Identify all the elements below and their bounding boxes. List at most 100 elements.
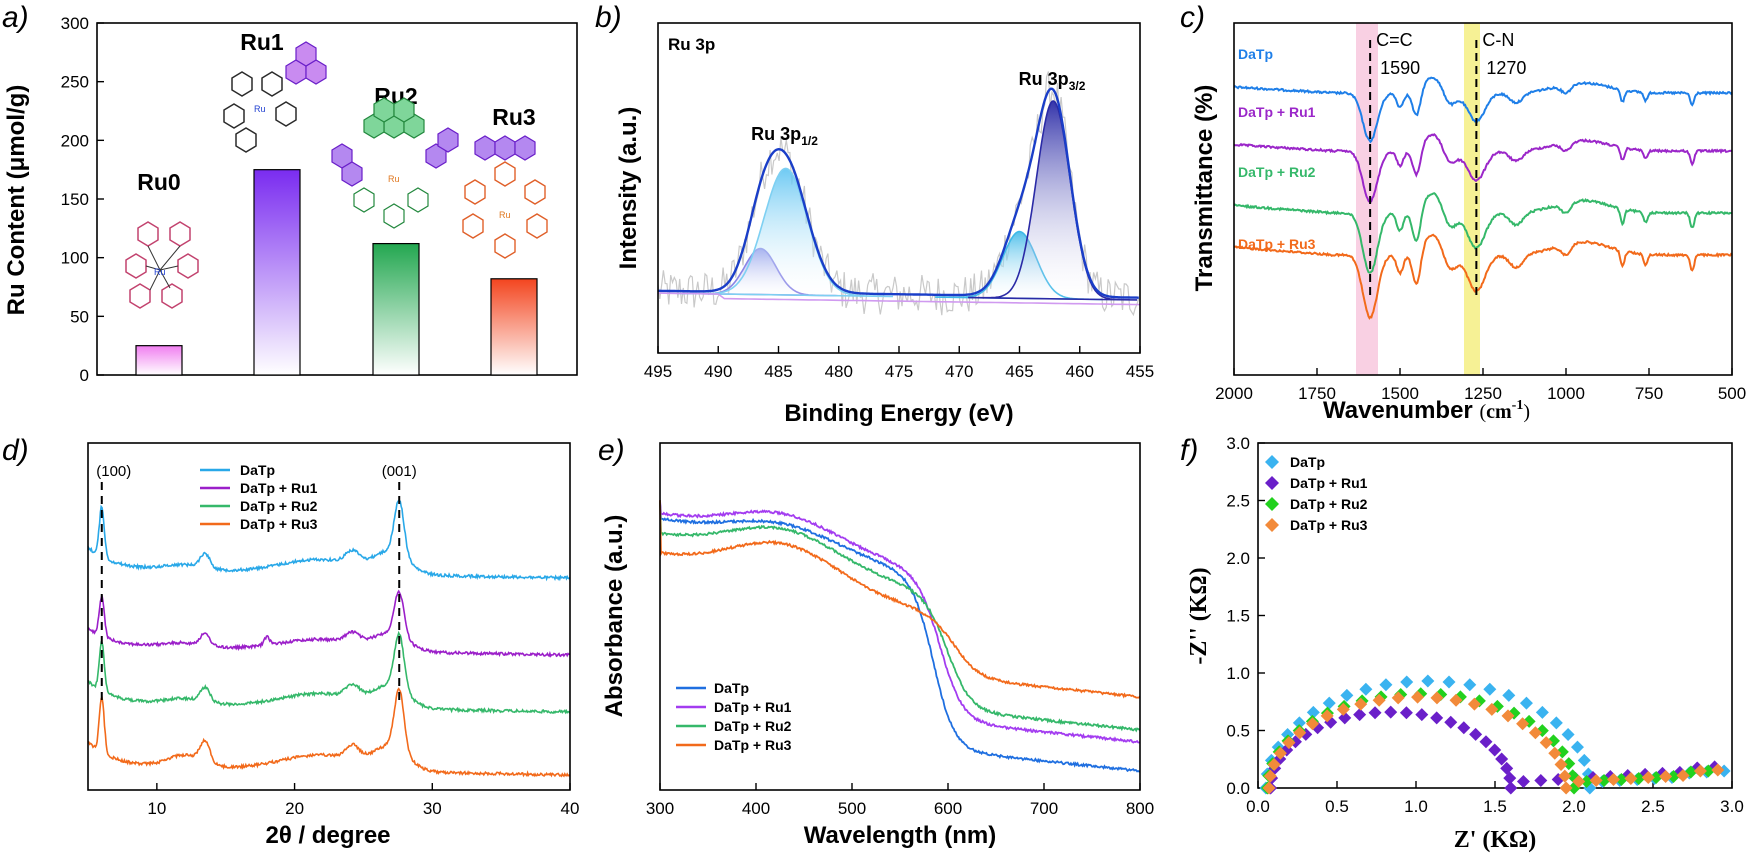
xrd-annotation-label-1: (100) [96, 463, 131, 480]
fit-component-4 [968, 100, 1138, 301]
panel-a-ytick-label: 100 [61, 249, 89, 268]
eis-tail-point-2 [1534, 774, 1548, 788]
panel-e-xtick-label: 400 [742, 799, 770, 818]
panel-letter-d: d) [2, 434, 29, 467]
panel-f-ytick-label: 2.5 [1226, 492, 1250, 511]
eis-point-1 [1306, 705, 1320, 719]
panel-f-xtick-label: 3.0 [1720, 797, 1744, 816]
eis-point-4 [1336, 702, 1350, 716]
bar-ru0 [135, 345, 183, 376]
eis-point-2 [1479, 735, 1493, 749]
eis-legend-label-4: DaTp + Ru3 [1290, 517, 1368, 533]
eis-point-4 [1354, 697, 1368, 711]
panel-b-y-title: Intensity (a.u.) [615, 107, 642, 270]
eis-point-4 [1306, 717, 1320, 731]
eis-point-4 [1293, 726, 1307, 740]
eis-point-1 [1570, 740, 1584, 754]
panel-letter-b: b) [595, 1, 622, 34]
panel-e-xtick-label: 700 [1030, 799, 1058, 818]
eis-point-4 [1559, 781, 1573, 795]
bar-ru3 [490, 278, 538, 376]
eis-point-4 [1501, 709, 1515, 723]
panel-c-xtick-label: 1000 [1547, 384, 1585, 403]
eis-point-1 [1502, 688, 1516, 702]
eis-point-1 [1379, 678, 1393, 692]
eis-tail-point-3 [1580, 775, 1594, 789]
eis-point-1 [1561, 728, 1575, 742]
eis-point-4 [1548, 746, 1562, 760]
panel-b-label: Ru 3p [668, 35, 715, 54]
eis-point-2 [1399, 706, 1413, 720]
panel-b-x-title: Binding Energy (eV) [784, 400, 1013, 427]
eis-point-2 [1338, 711, 1352, 725]
background-line [657, 292, 1141, 306]
panel-b-xps-chart: 495 490 485 480 475 470 465 460 455 Ru 3p Ru 3p1… [615, 22, 1154, 427]
uvvis-line-2 [659, 500, 1141, 744]
panel-c-xtick-label: 1250 [1464, 384, 1502, 403]
eis-point-1 [1463, 678, 1477, 692]
eis-point-1 [1421, 674, 1435, 688]
panel-c-xtick-label: 1500 [1381, 384, 1419, 403]
panel-c-ftir-chart: 2000 1750 1500 1250 1000 750 500 C=C 1590 C-N 127… [1191, 22, 1746, 424]
panel-f-ytick-label: 0.0 [1226, 779, 1250, 798]
panel-e-y-title: Absorbance (a.u.) [601, 515, 628, 718]
eis-point-1 [1322, 696, 1336, 710]
eis-point-2 [1488, 743, 1502, 757]
eis-tail-point-3 [1701, 764, 1715, 778]
eis-point-2 [1500, 761, 1514, 775]
panel-c-y-title: Transmittance (%) [1191, 85, 1218, 292]
panel-b-xtick-label: 490 [704, 362, 732, 381]
eis-point-2 [1457, 721, 1471, 735]
eis-point-4 [1263, 769, 1277, 783]
eis-point-1 [1577, 753, 1591, 767]
eis-point-4 [1554, 757, 1568, 771]
panel-e-x-title: Wavelength (nm) [804, 822, 996, 849]
uvvis-legend-label-2: DaTp + Ru1 [714, 699, 792, 715]
eis-point-1 [1359, 682, 1373, 696]
eis-legend-swatch-2 [1265, 476, 1279, 490]
eis-point-2 [1368, 706, 1382, 720]
panel-d-xtick-label: 20 [285, 799, 304, 818]
panel-e-xtick-label: 300 [646, 799, 674, 818]
ftir-series-label-3: DaTp + Ru2 [1238, 164, 1316, 180]
uvvis-line-4 [659, 500, 1141, 699]
xrd-legend-label-3: DaTp + Ru2 [240, 498, 318, 514]
panel-f-ytick-label: 0.5 [1226, 722, 1250, 741]
panel-f-xtick-label: 1.0 [1404, 797, 1428, 816]
eis-legend-swatch-1 [1265, 455, 1279, 469]
uvvis-line-3 [659, 500, 1141, 733]
panel-b-xtick-label: 470 [945, 362, 973, 381]
ftir-line-1 [1233, 76, 1733, 144]
panel-d-xtick-label: 10 [147, 799, 166, 818]
panel-f-ytick-label: 1.0 [1226, 664, 1250, 683]
eis-point-2 [1430, 711, 1444, 725]
eis-point-1 [1292, 716, 1306, 730]
eis-tail-point-4 [1676, 768, 1690, 782]
eis-point-4 [1391, 691, 1405, 705]
panel-letter-a: a) [2, 1, 29, 34]
eis-tail-point-4 [1572, 775, 1586, 789]
xrd-legend-label-1: DaTp [240, 462, 275, 478]
eis-point-2 [1495, 752, 1509, 766]
svg-text:Ru: Ru [254, 104, 266, 114]
panel-b-xtick-label: 475 [885, 362, 913, 381]
eis-point-4 [1430, 691, 1444, 705]
uvvis-legend-label-4: DaTp + Ru3 [714, 737, 792, 753]
bar-label-ru1: Ru1 [240, 29, 284, 55]
eis-point-1 [1549, 716, 1563, 730]
eis-point-1 [1483, 682, 1497, 696]
eis-tail-point-3 [1667, 769, 1681, 783]
peak-label-2: Ru 3p3/2 [1019, 69, 1086, 93]
panel-a-ytick-label: 150 [61, 190, 89, 209]
svg-text:Ru: Ru [499, 210, 511, 220]
envelope-fit-line [658, 87, 1139, 299]
eis-point-4 [1528, 726, 1542, 740]
bar-label-ru0: Ru0 [137, 169, 180, 195]
panel-d-xtick-label: 30 [423, 799, 442, 818]
xrd-line-3 [87, 630, 571, 715]
panel-f-ytick-label: 2.0 [1226, 549, 1250, 568]
eis-point-1 [1519, 696, 1533, 710]
annotation-label-2: C-N [1482, 30, 1514, 50]
